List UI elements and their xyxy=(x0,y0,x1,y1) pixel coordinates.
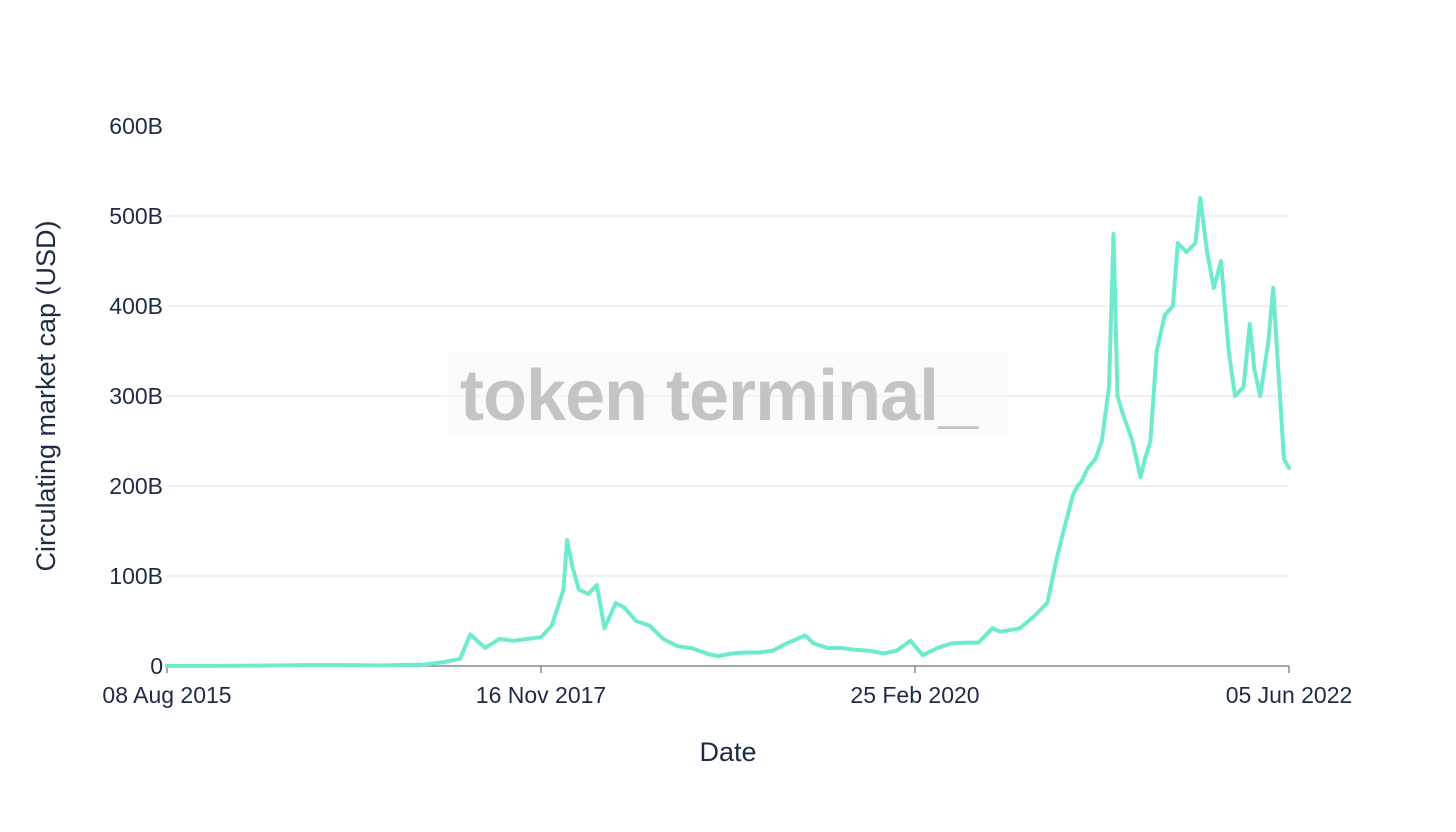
y-axis-title: Circulating market cap (USD) xyxy=(31,220,61,571)
y-axis-ticks: 0 100B 200B 300B 400B 500B 600B xyxy=(109,113,163,679)
x-tick-label: 25 Feb 2020 xyxy=(850,682,979,708)
y-tick-label: 200B xyxy=(109,473,163,499)
x-tick-label: 16 Nov 2017 xyxy=(476,682,606,708)
watermark-text: token terminal_ xyxy=(460,356,979,436)
x-axis-ticks: 08 Aug 2015 16 Nov 2017 25 Feb 2020 05 Jun … xyxy=(102,666,1352,708)
watermark: token terminal_ xyxy=(447,352,1007,436)
y-tick-label: 100B xyxy=(109,563,163,589)
y-tick-label: 0 xyxy=(150,653,163,679)
x-axis-title: Date xyxy=(699,737,756,767)
series-line xyxy=(165,196,1291,668)
y-tick-label: 600B xyxy=(109,113,163,139)
y-tick-label: 400B xyxy=(109,293,163,319)
watermark-backdrop xyxy=(447,352,1007,434)
y-tick-label: 300B xyxy=(109,383,163,409)
y-tick-label: 500B xyxy=(109,203,163,229)
x-tick-label: 08 Aug 2015 xyxy=(102,682,231,708)
x-tick-label: 05 Jun 2022 xyxy=(1226,682,1353,708)
